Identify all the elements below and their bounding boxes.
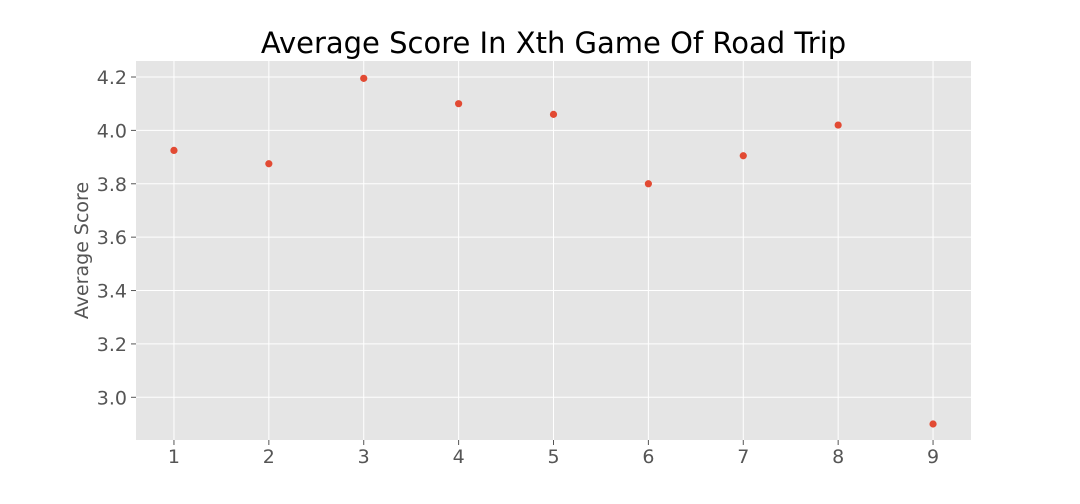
- y-tick-label: 3.2: [97, 334, 127, 356]
- y-axis-label: Average Score: [71, 182, 93, 319]
- x-tick-labels: 1 2 3 4 5 6 7 8 9: [168, 446, 939, 468]
- y-tick-labels: 3.0 3.2 3.4 3.6 3.8 4.0 4.2: [97, 67, 127, 409]
- data-point: [739, 152, 747, 160]
- tick-marks: [131, 76, 934, 445]
- y-tick-label: 3.6: [97, 227, 127, 249]
- y-tick-label: 4.2: [97, 67, 127, 89]
- x-tick-label: 9: [927, 446, 939, 468]
- x-tick-label: 5: [547, 446, 559, 468]
- data-point: [644, 180, 652, 188]
- x-tick-label: 2: [263, 446, 275, 468]
- data-point: [360, 74, 368, 82]
- x-tick-label: 7: [737, 446, 749, 468]
- x-tick-label: 8: [832, 446, 844, 468]
- x-tick-label: 4: [453, 446, 465, 468]
- data-point: [929, 420, 937, 428]
- data-points: [170, 74, 937, 428]
- data-point: [549, 110, 558, 118]
- x-tick-label: 3: [358, 446, 370, 468]
- y-tick-label: 3.0: [97, 387, 127, 409]
- x-tick-label: 6: [642, 446, 654, 468]
- data-point: [265, 160, 273, 168]
- x-tick-label: 1: [168, 446, 180, 468]
- data-point: [455, 100, 463, 108]
- data-point: [170, 146, 178, 155]
- chart-title: Average Score In Xth Game Of Road Trip: [261, 26, 846, 60]
- data-point: [834, 121, 842, 129]
- y-tick-label: 3.8: [97, 174, 127, 196]
- y-tick-label: 4.0: [97, 120, 127, 142]
- y-tick-label: 3.4: [97, 281, 127, 303]
